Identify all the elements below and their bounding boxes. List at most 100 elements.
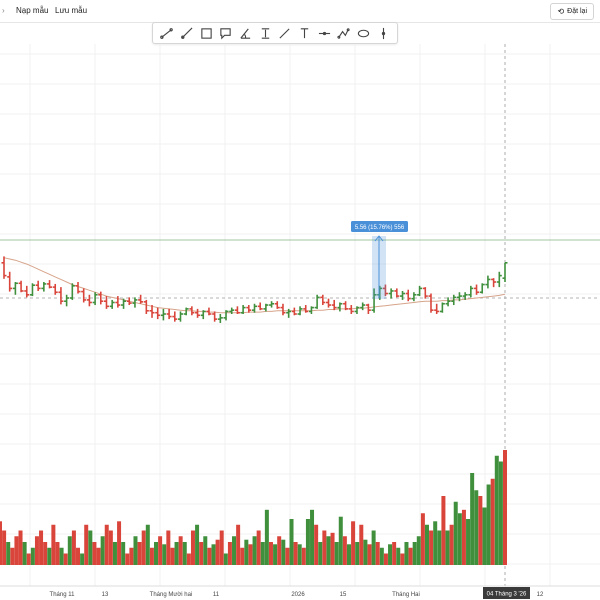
volume-bar xyxy=(104,524,109,565)
volume-bar xyxy=(22,542,27,565)
volume-bar xyxy=(186,553,191,565)
volume-bar xyxy=(26,553,31,565)
volume-bar xyxy=(383,553,388,565)
volume-bar xyxy=(346,544,351,565)
scroll-left-icon[interactable]: › xyxy=(2,6,5,15)
volume-bar xyxy=(277,536,282,565)
top-bar: › Nạp mẫu Lưu mẫu ⟲ Đặt lại xyxy=(0,0,600,23)
volume-bar xyxy=(227,542,232,565)
volume-bar xyxy=(63,553,68,565)
reset-button[interactable]: ⟲ Đặt lại xyxy=(550,3,594,20)
volume-bar xyxy=(121,542,126,565)
volume-bar xyxy=(297,544,302,565)
volume-bar xyxy=(2,530,7,565)
volume-bar xyxy=(30,547,35,565)
angle-icon[interactable] xyxy=(236,24,254,42)
volume-bar xyxy=(449,524,454,565)
volume-bar xyxy=(388,544,393,565)
volume-bar xyxy=(244,539,249,565)
x-tick-label: Tháng Hai xyxy=(392,592,420,598)
volume-bar xyxy=(466,519,471,565)
volume-bar xyxy=(76,547,81,565)
volume-bar xyxy=(355,542,360,565)
volume-bar xyxy=(474,490,479,565)
volume-bar xyxy=(129,547,134,565)
volume-bar xyxy=(14,536,19,565)
volume-bar xyxy=(461,509,466,565)
volume-bar xyxy=(0,521,2,565)
volume-bar xyxy=(252,536,257,565)
volume-bar xyxy=(453,501,458,565)
volume-bar xyxy=(145,524,150,565)
ray-icon[interactable] xyxy=(177,24,195,42)
x-tick-label: 11 xyxy=(213,592,220,598)
volume-bar xyxy=(112,542,117,565)
volume-bar xyxy=(330,532,335,565)
volume-bar xyxy=(137,542,142,565)
volume-bar xyxy=(314,524,319,565)
volume-bar xyxy=(408,547,413,565)
volume-bar xyxy=(498,461,503,565)
x-tick-label: 12 xyxy=(537,592,544,598)
volume-bar xyxy=(174,542,179,565)
volume-bar xyxy=(125,553,130,565)
volume-bar xyxy=(260,542,265,565)
measure-label: 5.56 (15.76%) 556 xyxy=(355,225,405,231)
volume-bar xyxy=(154,542,159,565)
volume-bar xyxy=(88,530,93,565)
volume-bar xyxy=(248,544,253,565)
volume-bar xyxy=(240,547,245,565)
volume-bar xyxy=(47,547,52,565)
volume-bar xyxy=(441,496,446,565)
volume-bar xyxy=(59,547,64,565)
volume-bar xyxy=(166,530,171,565)
volume-bar xyxy=(359,524,364,565)
volume-bar xyxy=(412,542,417,565)
vertical-line-icon[interactable] xyxy=(374,24,392,42)
x-tick-label: 2026 xyxy=(291,592,305,598)
x-tick-label: 15 xyxy=(340,592,347,598)
volume-bar xyxy=(108,530,113,565)
volume-bar xyxy=(6,542,11,565)
last-date-box xyxy=(483,587,530,599)
volume-bar xyxy=(396,547,401,565)
volume-bar xyxy=(416,536,421,565)
volume-bar xyxy=(178,536,183,565)
volume-bar xyxy=(326,536,331,565)
volume-bar xyxy=(400,553,405,565)
volume-bar xyxy=(437,530,442,565)
volume-bar xyxy=(10,547,15,565)
volume-bar xyxy=(199,542,204,565)
rectangle-icon[interactable] xyxy=(197,24,215,42)
volume-bar xyxy=(268,542,273,565)
x-tick-label: Tháng 11 xyxy=(50,592,76,598)
callout-icon[interactable] xyxy=(217,24,235,42)
volume-bar xyxy=(215,539,220,565)
volume-bar xyxy=(429,530,434,565)
price-range-icon[interactable] xyxy=(256,24,274,42)
volume-bar xyxy=(158,536,163,565)
save-template-button[interactable]: Lưu mẫu xyxy=(55,6,88,15)
load-template-button[interactable]: Nạp mẫu xyxy=(16,6,49,15)
volume-bar xyxy=(55,542,60,565)
volume-bar xyxy=(482,507,487,565)
ellipse-icon[interactable] xyxy=(354,24,372,42)
horizontal-line-icon[interactable] xyxy=(315,24,333,42)
volume-bar xyxy=(490,478,495,565)
volume-bar xyxy=(43,542,48,565)
drawing-toolbar xyxy=(152,22,398,44)
line-icon[interactable] xyxy=(276,24,294,42)
volume-bar xyxy=(51,524,56,565)
price-chart[interactable]: 5.56 (15.76%) 556 Tháng 11 13 Tháng Mười ha… xyxy=(0,44,600,600)
volume-bar xyxy=(503,450,507,565)
text-icon[interactable] xyxy=(295,24,313,42)
trend-line-icon[interactable] xyxy=(158,24,176,42)
volume-bar xyxy=(351,521,356,565)
path-icon[interactable] xyxy=(335,24,353,42)
volume-bar xyxy=(334,542,339,565)
volume-bar xyxy=(342,536,347,565)
volume-bar xyxy=(18,530,23,565)
volume-bar xyxy=(363,539,368,565)
volume-bar xyxy=(457,513,462,565)
reset-icon: ⟲ xyxy=(557,7,565,16)
